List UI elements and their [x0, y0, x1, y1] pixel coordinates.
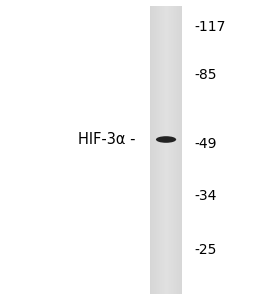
Bar [176, 6, 177, 294]
Bar [172, 6, 173, 294]
Bar [181, 6, 182, 294]
Bar [152, 6, 153, 294]
Bar [169, 6, 170, 294]
Bar [179, 6, 180, 294]
Bar [163, 6, 164, 294]
Bar [177, 6, 178, 294]
Text: -34: -34 [194, 190, 217, 203]
Bar [151, 6, 152, 294]
Bar [162, 6, 163, 294]
Ellipse shape [156, 136, 176, 143]
Bar [168, 6, 169, 294]
Bar [180, 6, 181, 294]
Bar [175, 6, 176, 294]
Bar [150, 6, 151, 294]
Bar [156, 6, 157, 294]
Bar [161, 6, 162, 294]
Bar [164, 6, 165, 294]
Bar [155, 6, 156, 294]
Text: -49: -49 [194, 137, 217, 151]
Bar [167, 6, 168, 294]
Bar [171, 6, 172, 294]
Bar [178, 6, 179, 294]
Bar [154, 6, 155, 294]
Bar [159, 6, 160, 294]
Bar [173, 6, 174, 294]
Text: -117: -117 [194, 20, 226, 34]
Bar [153, 6, 154, 294]
Bar [166, 6, 167, 294]
Bar [157, 6, 158, 294]
Bar [165, 6, 166, 294]
Bar [160, 6, 161, 294]
Text: -25: -25 [194, 244, 217, 257]
Text: HIF-3α -: HIF-3α - [77, 132, 135, 147]
Text: -85: -85 [194, 68, 217, 82]
Bar [158, 6, 159, 294]
Bar [174, 6, 175, 294]
Bar [170, 6, 171, 294]
